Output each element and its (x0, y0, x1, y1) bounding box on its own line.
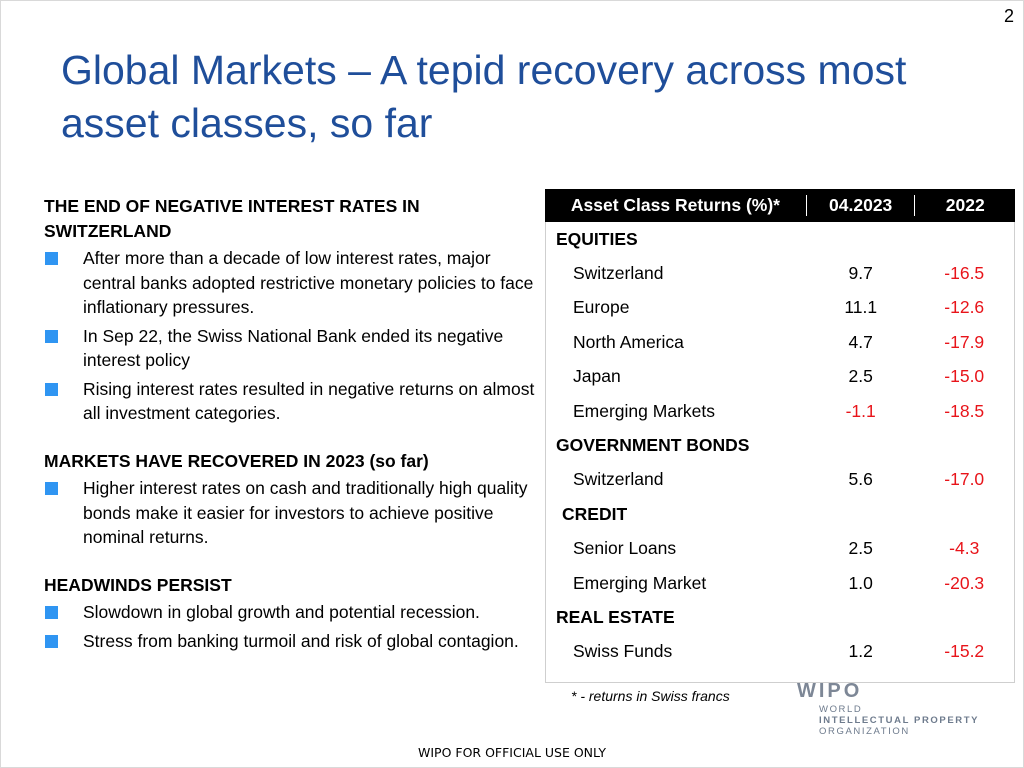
bullet-text: Stress from banking turmoil and risk of … (83, 630, 519, 651)
table-row: Emerging Markets -1.1 -18.5 (546, 394, 1014, 428)
table-row: Swiss Funds 1.2 -15.2 (546, 635, 1014, 669)
row-label: REAL ESTATE (556, 606, 675, 627)
value-04-2023: -1.1 (845, 400, 876, 421)
bullet-text: Higher interest rates on cash and tradit… (83, 478, 528, 547)
bullet-square-icon (45, 329, 58, 343)
column-header-asset-class: Asset Class Returns (%)* (545, 195, 807, 216)
bullet-item: Stress from banking turmoil and risk of … (44, 629, 544, 654)
bullet-text: In Sep 22, the Swiss National Bank ended… (83, 325, 504, 371)
value-04-2023: 4.7 (848, 331, 873, 352)
logo-line: INTELLECTUAL PROPERTY (819, 715, 980, 726)
bullet-text: After more than a decade of low interest… (83, 248, 534, 317)
value-2022: -17.9 (944, 331, 985, 352)
table-row: North America 4.7 -17.9 (546, 325, 1014, 359)
row-label: Japan (573, 366, 621, 387)
column-header-2022: 2022 (945, 195, 985, 215)
table-row: Emerging Market 1.0 -20.3 (546, 566, 1014, 600)
value-04-2023: 2.5 (848, 366, 873, 387)
table-category-row: EQUITIES (546, 222, 1014, 256)
bullet-item: Rising interest rates resulted in negati… (44, 377, 544, 426)
bullet-list: Higher interest rates on cash and tradit… (44, 476, 544, 550)
left-text-column: THE END OF NEGATIVE INTEREST RATES IN SW… (44, 194, 544, 676)
value-2022: -15.2 (944, 641, 985, 662)
bullet-list: After more than a decade of low interest… (44, 246, 544, 426)
bullet-item: Slowdown in global growth and potential … (44, 600, 544, 625)
table-row: Europe 11.1 -12.6 (546, 291, 1014, 325)
row-label: EQUITIES (556, 228, 638, 249)
row-label: Senior Loans (573, 538, 677, 559)
value-04-2023: 11.1 (844, 297, 878, 318)
value-2022: -15.0 (944, 366, 985, 387)
row-label: Switzerland (573, 263, 664, 284)
row-label: Europe (573, 297, 630, 318)
bullet-square-icon (45, 252, 58, 265)
bullet-item: After more than a decade of low interest… (44, 246, 544, 320)
bullet-square-icon (45, 606, 58, 619)
table-category-row: CREDIT (546, 497, 1014, 531)
value-2022: -12.6 (944, 297, 985, 318)
page-number: 2 (1003, 6, 1014, 26)
table-row: Switzerland 9.7 -16.5 (546, 256, 1014, 290)
section-heading: THE END OF NEGATIVE INTEREST RATES IN SW… (44, 196, 420, 241)
logo-wordmark: WIPO (797, 680, 863, 702)
table-footnote: * - returns in Swiss francs (571, 688, 730, 704)
bullet-item: Higher interest rates on cash and tradit… (44, 476, 544, 550)
bullet-text: Rising interest rates resulted in negati… (83, 378, 535, 424)
section-negative-rates: THE END OF NEGATIVE INTEREST RATES IN SW… (44, 194, 544, 426)
table-body: EQUITIES Switzerland 9.7 -16.5 Europe 11.1 -12… (545, 222, 1015, 683)
row-label: Emerging Market (573, 572, 707, 593)
table-header-row: Asset Class Returns (%)* 04.2023 2022 (545, 189, 1015, 222)
row-label: GOVERNMENT BONDS (556, 435, 750, 456)
value-2022: -4.3 (949, 538, 980, 559)
section-heading: MARKETS HAVE RECOVERED IN 2023 (so far) (44, 450, 429, 471)
row-label: Switzerland (573, 469, 664, 490)
value-2022: -17.0 (944, 469, 985, 490)
value-04-2023: 9.7 (848, 263, 873, 284)
footer-classification: WIPO FOR OFFICIAL USE ONLY (418, 745, 606, 760)
value-04-2023: 5.6 (848, 469, 873, 490)
row-label: North America (573, 331, 684, 352)
bullet-square-icon (45, 382, 58, 396)
value-2022: -20.3 (944, 572, 985, 593)
value-04-2023: 2.5 (848, 538, 873, 559)
bullet-text: Slowdown in global growth and potential … (83, 602, 480, 622)
wipo-logo: WIPO WORLD INTELLECTUAL PROPERTY ORGANIZ… (797, 680, 987, 737)
section-headwinds: HEADWINDS PERSIST Slowdown in global gro… (44, 573, 544, 654)
section-heading: HEADWINDS PERSIST (44, 574, 232, 595)
value-04-2023: 1.0 (848, 572, 873, 593)
table-category-row: REAL ESTATE (546, 600, 1014, 634)
section-markets-recovered: MARKETS HAVE RECOVERED IN 2023 (so far) … (44, 449, 544, 550)
value-2022: -18.5 (944, 400, 985, 421)
bullet-square-icon (45, 482, 58, 495)
row-label: CREDIT (562, 503, 628, 524)
table-category-row: GOVERNMENT BONDS (546, 428, 1014, 462)
value-04-2023: 1.2 (848, 641, 873, 662)
logo-line: ORGANIZATION (819, 726, 910, 737)
bullet-list: Slowdown in global growth and potential … (44, 600, 544, 653)
slide-title: Global Markets – A tepid recovery across… (61, 47, 907, 146)
row-label: Swiss Funds (573, 641, 673, 662)
bullet-item: In Sep 22, the Swiss National Bank ended… (44, 324, 544, 373)
row-label: Emerging Markets (573, 400, 715, 421)
table-row: Senior Loans 2.5 -4.3 (546, 532, 1014, 566)
bullet-square-icon (45, 634, 58, 648)
column-header-04-2023: 04.2023 (807, 195, 916, 216)
logo-line: WORLD (819, 704, 863, 715)
value-2022: -16.5 (944, 263, 985, 284)
table-row: Switzerland 5.6 -17.0 (546, 463, 1014, 497)
asset-returns-table: Asset Class Returns (%)* 04.2023 2022 EQ… (545, 189, 1015, 683)
table-row: Japan 2.5 -15.0 (546, 360, 1014, 394)
